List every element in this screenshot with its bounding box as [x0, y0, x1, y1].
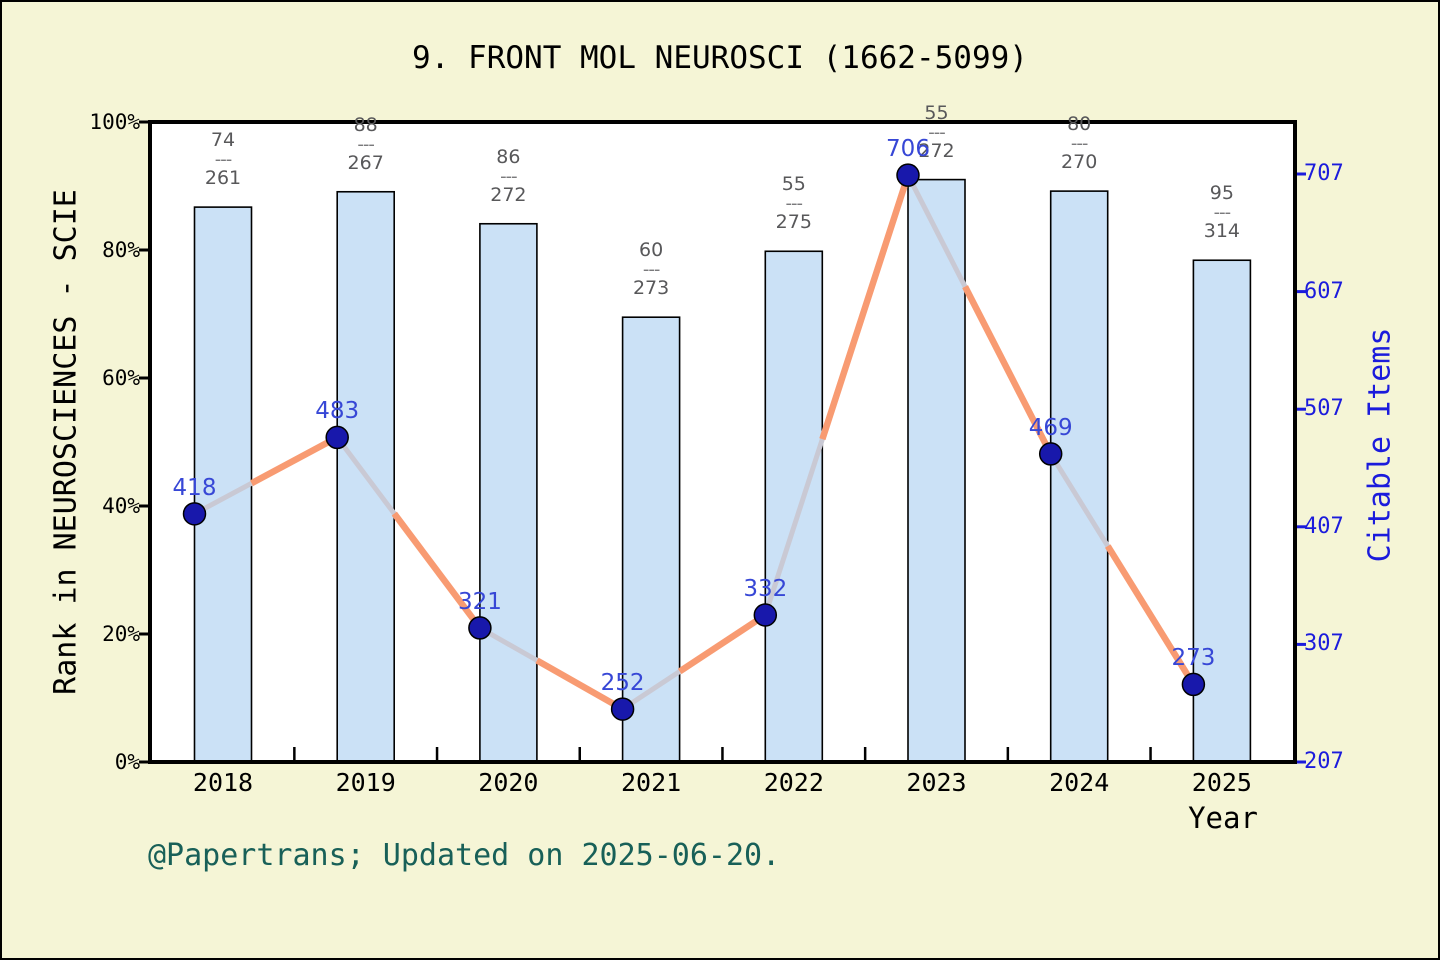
plot-background	[150, 122, 1295, 762]
right-tick-label-707: 707	[1304, 161, 1344, 186]
bar-2024	[1049, 190, 1109, 763]
left-tick-label-20%: 20%	[102, 622, 140, 646]
right-tick-label-607: 607	[1304, 278, 1344, 304]
point-label-2019: 483	[315, 398, 360, 425]
line-segment-orange	[391, 511, 483, 630]
bar-2023	[907, 178, 966, 763]
point-2018	[182, 502, 207, 526]
rank-fraction-2023: 55 --- 272	[918, 101, 955, 162]
line-segment-orange	[1105, 544, 1197, 687]
point-label-2022: 332	[743, 576, 788, 602]
x-tick-label-2018: 2018	[192, 768, 254, 797]
point-2019	[325, 425, 349, 450]
rank-fraction-2019: 88 --- 267	[347, 113, 384, 174]
right-tick-label-207: 207	[1304, 749, 1344, 774]
right-axis-title: Citable Items	[1362, 327, 1398, 563]
chart-canvas	[139, 120, 1306, 764]
line-segment-orange	[677, 612, 768, 675]
x-tick-label-2023: 2023	[906, 768, 967, 797]
point-label-2023: 706	[886, 136, 930, 163]
line-segment-orange	[250, 434, 339, 487]
rank-fraction-2025: 95 --- 314	[1203, 182, 1241, 243]
bar-2020	[479, 222, 538, 763]
point-2021	[610, 697, 635, 721]
point-label-2024: 469	[1028, 414, 1073, 441]
bar-2022	[764, 250, 824, 763]
x-tick-label-2025: 2025	[1191, 768, 1252, 797]
right-tick-label-307: 307	[1304, 631, 1344, 657]
page-title: 9. FRONT MOL NEUROSCI (1662-5099)	[412, 40, 1028, 76]
bar-2018	[193, 206, 253, 763]
point-2020	[468, 616, 492, 640]
left-tick-label-60%: 60%	[102, 366, 140, 390]
line-segment-orange	[819, 174, 912, 441]
plot-border	[148, 120, 1297, 764]
right-tick-label-507: 507	[1304, 396, 1344, 422]
x-tick-label-2019: 2019	[335, 768, 396, 797]
left-tick-label-40%: 40%	[102, 494, 140, 518]
point-label-2021: 252	[600, 670, 645, 697]
footer-credit: @Papertrans; Updated on 2025-06-20.	[148, 838, 781, 873]
plot-area	[139, 120, 1306, 764]
right-tick-label-407: 407	[1304, 513, 1344, 539]
x-tick-label-2021: 2021	[620, 768, 682, 797]
rank-fraction-2021: 60 --- 273	[632, 239, 670, 300]
bar-2021	[621, 316, 681, 763]
x-tick-label-2020: 2020	[478, 768, 539, 797]
left-tick-label-0%: 0%	[114, 750, 140, 774]
x-tick-label-2022: 2022	[763, 768, 824, 797]
left-tick-label-80%: 80%	[102, 238, 140, 262]
left-axis-title: Rank in NEUROSCIENCES - SCIE	[48, 189, 84, 695]
point-2024	[1038, 442, 1063, 466]
point-2025	[1181, 672, 1206, 697]
line-segment-orange	[962, 285, 1054, 456]
point-2022	[753, 603, 778, 627]
left-tick-label-100%: 100%	[89, 110, 140, 134]
point-label-2025: 273	[1171, 645, 1216, 672]
line-segment-orange	[535, 657, 625, 712]
x-tick-label-2024: 2024	[1049, 768, 1110, 797]
rank-fraction-2020: 86 --- 272	[490, 145, 527, 206]
x-axis-title: Year	[1188, 801, 1258, 835]
point-2023	[896, 163, 920, 187]
rank-fraction-2022: 55 --- 275	[775, 173, 812, 234]
rank-fraction-2018: 74 --- 261	[204, 129, 242, 190]
point-label-2020: 321	[457, 588, 502, 615]
point-label-2018: 418	[172, 474, 217, 501]
rank-fraction-2024: 80 --- 270	[1061, 113, 1098, 174]
